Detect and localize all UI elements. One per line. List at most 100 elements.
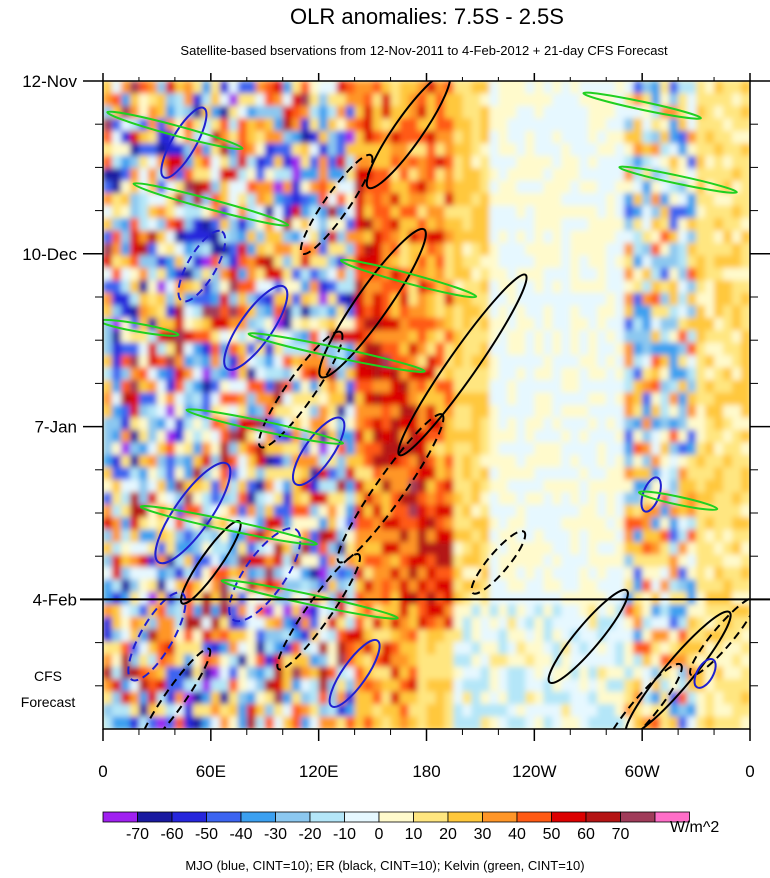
heat-cell	[219, 180, 230, 195]
heat-cell	[714, 367, 725, 382]
heat-cell	[327, 429, 338, 444]
heat-cell	[336, 641, 347, 656]
heat-cell	[462, 604, 473, 618]
heat-cell	[111, 429, 122, 444]
heat-cell	[237, 616, 248, 631]
heat-cell	[336, 679, 347, 693]
heat-cell	[606, 716, 617, 729]
heat-cell	[103, 616, 113, 631]
heat-cell	[165, 143, 176, 157]
heat-cell	[228, 243, 239, 257]
heat-cell	[103, 193, 113, 207]
heat-cell	[237, 93, 248, 107]
heat-cell	[255, 691, 266, 706]
heat-cell	[624, 255, 635, 269]
heat-cell	[111, 454, 122, 469]
kelvin-contour	[220, 579, 399, 620]
heat-cell	[606, 392, 617, 406]
heat-cell	[381, 218, 392, 232]
heat-cell	[138, 81, 149, 95]
heat-cell	[660, 317, 671, 332]
heat-cell	[399, 355, 410, 369]
heat-cell	[561, 380, 572, 394]
heat-cell	[408, 542, 419, 556]
heat-cell	[300, 405, 311, 419]
heat-cell	[291, 417, 302, 431]
heat-cell	[174, 517, 185, 531]
heat-cell	[741, 405, 750, 419]
heat-cell	[147, 429, 158, 444]
heat-cell	[723, 130, 734, 145]
heat-cell	[579, 367, 590, 382]
heat-cell	[507, 704, 518, 718]
heat-cell	[435, 704, 446, 718]
heat-cell	[453, 218, 464, 232]
heat-cell	[147, 641, 158, 656]
colorbar-swatch	[102, 811, 138, 823]
heat-cell	[237, 554, 248, 568]
heat-cell	[228, 517, 239, 531]
heat-cell	[345, 616, 356, 631]
heat-cell	[552, 654, 563, 668]
heat-cell	[336, 130, 347, 145]
heat-cell	[669, 93, 680, 107]
heat-cell	[723, 255, 734, 269]
heat-cell	[435, 479, 446, 494]
heat-cell	[678, 554, 689, 568]
heat-cell	[606, 492, 617, 506]
heat-cell	[453, 704, 464, 718]
heat-cell	[147, 479, 158, 494]
heat-cell	[732, 342, 743, 357]
heat-cell	[345, 218, 356, 232]
heat-cell	[462, 143, 473, 157]
heat-cell	[390, 629, 401, 643]
heat-cell	[669, 180, 680, 195]
heat-cell	[183, 380, 194, 394]
heat-cell	[705, 442, 716, 456]
heat-cell	[237, 267, 248, 282]
heat-cell	[543, 305, 554, 319]
heat-cell	[498, 504, 509, 519]
heat-cell	[291, 267, 302, 282]
heat-cell	[426, 579, 437, 593]
heat-cell	[156, 454, 167, 469]
heat-cell	[381, 716, 392, 729]
heat-cell	[651, 654, 662, 668]
heat-cell	[687, 517, 698, 531]
heat-cell	[606, 93, 617, 107]
heat-cell	[678, 417, 689, 431]
heat-cell	[480, 666, 491, 681]
heat-cell	[111, 392, 122, 406]
heat-cell	[291, 504, 302, 519]
heat-cell	[103, 292, 113, 307]
heat-cell	[111, 355, 122, 369]
heat-cell	[381, 292, 392, 307]
heat-cell	[525, 105, 536, 120]
heat-cell	[435, 504, 446, 519]
heat-cell	[300, 180, 311, 195]
heat-cell	[111, 542, 122, 556]
mjo-contour	[160, 106, 208, 179]
heat-cell	[543, 380, 554, 394]
heat-cell	[678, 168, 689, 182]
heat-cell	[552, 305, 563, 319]
heat-cell	[633, 517, 644, 531]
heat-cell	[525, 367, 536, 382]
heat-cell	[516, 392, 527, 406]
heat-cell	[606, 567, 617, 581]
heat-cell	[462, 504, 473, 519]
heat-cell	[444, 554, 455, 568]
heat-cell	[228, 405, 239, 419]
heat-cell	[453, 330, 464, 344]
heat-cell	[696, 355, 707, 369]
heat-cell	[453, 342, 464, 357]
heat-cell	[453, 380, 464, 394]
heat-cell	[399, 629, 410, 643]
heat-cell	[453, 355, 464, 369]
heat-cell	[336, 467, 347, 481]
heat-cell	[282, 355, 293, 369]
heat-cell	[687, 691, 698, 706]
heat-cell	[471, 317, 482, 332]
heat-cell	[507, 342, 518, 357]
heat-cell	[480, 616, 491, 631]
